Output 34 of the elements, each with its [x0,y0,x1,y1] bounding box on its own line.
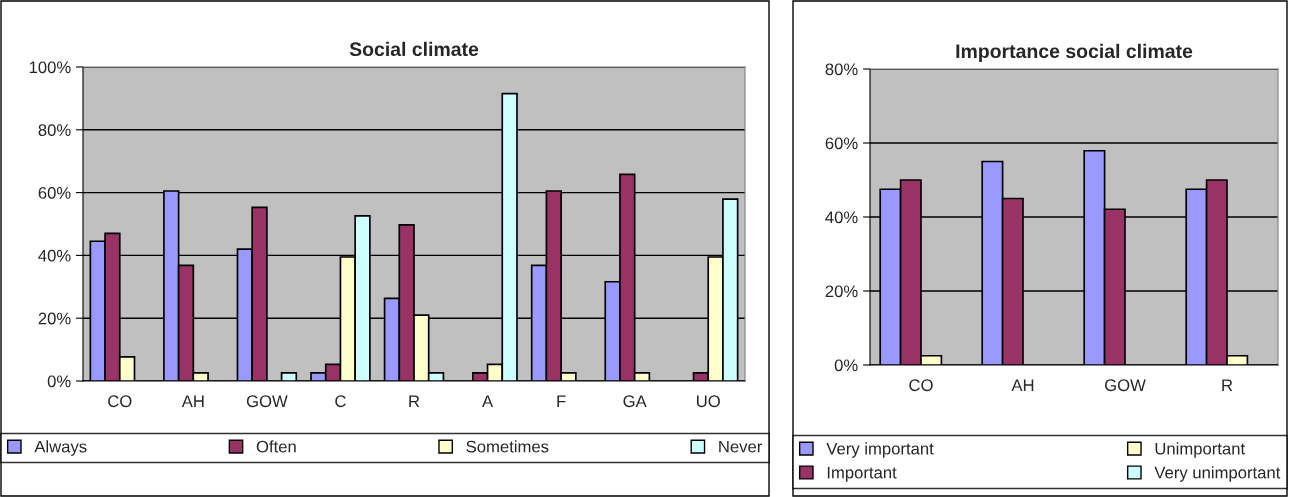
legend-label: Very unimportant [1154,466,1281,482]
y-tick-label: 40% [825,211,858,224]
x-tick-label: AH [1011,379,1034,391]
x-tick-label: F [557,395,566,407]
legend-label: Often [256,440,296,453]
y-tick-label: 100% [29,61,71,74]
legend-label: Sometimes [466,440,549,453]
y-tick-label: 60% [38,187,71,199]
x-tick-label: GOW [1105,379,1146,392]
x-tick-label: AH [181,395,204,407]
y-tick-label: 20% [825,285,858,298]
y-tick-label: 80% [38,124,71,136]
legend-label: Never [719,440,763,453]
x-tick-label: A [482,395,494,407]
chart-title: Importance social climate [956,43,1193,62]
chart-title: Social climate [349,41,479,57]
legend-label: Important [827,466,897,482]
x-tick-label: GA [623,395,647,408]
legend-label: Unimportant [1155,442,1245,458]
y-tick-label: 0% [834,359,858,372]
x-tick-label: GOW [246,395,288,408]
y-tick-label: 60% [825,137,858,150]
y-tick-label: 80% [825,63,858,76]
y-tick-label: 20% [38,312,71,325]
x-tick-label: CO [909,379,933,392]
legend-label: Always [34,440,87,456]
x-tick-label: R [1222,379,1233,391]
x-tick-label: R [409,395,420,407]
y-tick-label: 0% [47,375,71,388]
x-tick-label: CO [108,395,132,408]
x-tick-label: C [335,395,346,408]
y-tick-label: 40% [38,249,71,262]
legend-label: Very important [826,442,934,458]
x-tick-label: UO [697,395,720,408]
